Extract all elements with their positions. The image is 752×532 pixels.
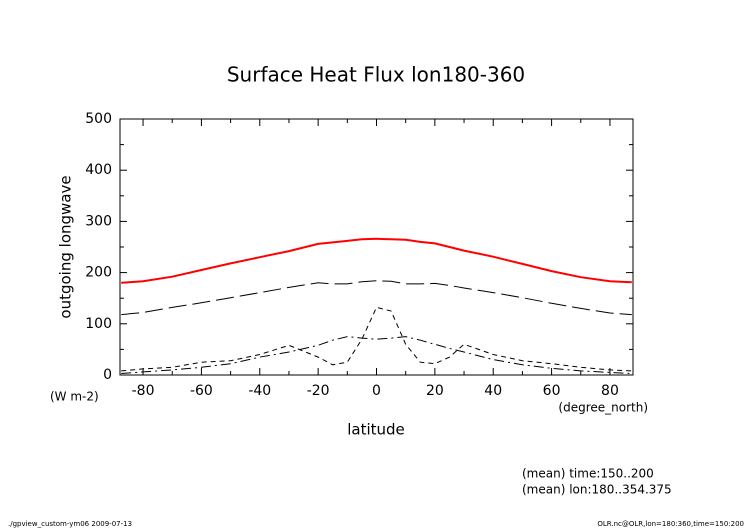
series-line — [121, 336, 632, 374]
y-tick-label: 100 — [85, 316, 112, 332]
y-tick-label: 400 — [85, 162, 112, 178]
footer: OLR.nc@OLR,lon=180:360,time=150:200 — [597, 520, 744, 528]
y-tick-label: 300 — [85, 213, 112, 229]
x-tick-label: 0 — [372, 383, 381, 399]
x-tick-label: 20 — [426, 383, 444, 399]
x-tick-label: 40 — [484, 383, 502, 399]
x-unit: (degree_north) — [558, 401, 648, 415]
y-tick-label: 200 — [85, 265, 112, 281]
x-axis-label: latitude — [347, 421, 405, 439]
y-tick-label: 0 — [103, 367, 112, 383]
y-tick-label: 500 — [85, 111, 112, 127]
footer: ./gpview_custom-ym06 2009-07-13 — [8, 520, 132, 528]
x-tick-label: -20 — [307, 383, 330, 399]
y-unit: (W m-2) — [50, 390, 99, 404]
series-line — [121, 237, 632, 284]
series-line — [121, 306, 632, 372]
chart-title: Surface Heat Flux lon180-360 — [227, 63, 525, 87]
x-tick-label: -60 — [190, 383, 213, 399]
annotation: (mean) time:150..200 — [522, 467, 654, 481]
x-tick-label: 60 — [543, 383, 561, 399]
plot-frame — [119, 118, 634, 376]
x-tick-label: 80 — [601, 383, 619, 399]
annotation: (mean) lon:180..354.375 — [522, 483, 672, 497]
y-axis-label: outgoing longwave — [57, 175, 75, 318]
x-tick-label: -80 — [132, 383, 155, 399]
x-tick-label: -40 — [248, 383, 271, 399]
series-line — [121, 280, 632, 316]
